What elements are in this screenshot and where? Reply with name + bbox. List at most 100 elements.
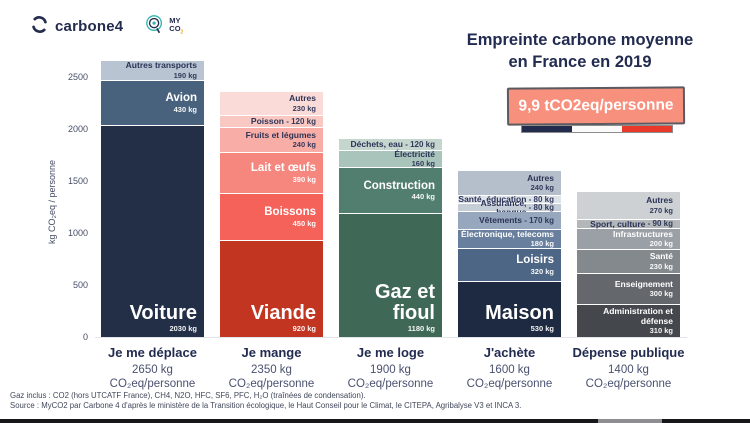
category-total: 1400 kg CO₂eq/personne [585, 364, 672, 391]
bar-segment: Boissons 450 kg [220, 194, 323, 241]
segment-value: 1180 kg [407, 324, 435, 333]
segment-value: - 80 kg [526, 194, 554, 204]
segment-value: 530 kg [530, 324, 554, 333]
y-tick-label: 500 [72, 279, 88, 290]
category-total: 1600 kg CO₂eq/personne [466, 364, 553, 391]
segment-name: Électricité [394, 148, 435, 159]
segment-name: Fruits et légumes [245, 129, 316, 140]
segment-value: - 120 kg [283, 116, 316, 126]
category-label: Dépense publique [572, 345, 685, 360]
segment-name: Autres [289, 93, 316, 104]
bar-segment: Vêtements - 170 kg [458, 212, 561, 230]
category-total: 2350 kg CO₂eq/personne [228, 364, 315, 391]
bar-segment: Enseignement 300 kg [577, 274, 680, 305]
bar-segment: Santé, éducation - 80 kg [458, 194, 561, 204]
bar-segment: Électronique, telecoms 180 kg [458, 229, 561, 249]
bar-segment: Construction 440 kg [339, 168, 442, 214]
video-progress-bar[interactable] [0, 419, 750, 423]
footnote-gases: Gaz inclus : CO2 (hors UTCATF France), C… [10, 391, 366, 400]
segment-name: Loisirs [516, 254, 554, 267]
bar-segment: Lait et œufs 390 kg [220, 153, 323, 194]
category-total: 2650 kg CO₂eq/personne [109, 364, 196, 391]
segment-name: Déchets, eau [350, 139, 403, 150]
bar-segment: Déchets, eau - 120 kg [339, 139, 442, 151]
segment-value: 270 kg [649, 205, 673, 215]
category-label: Je me loge [356, 345, 425, 360]
video-progress-segment[interactable] [598, 419, 662, 423]
segment-value: 230 kg [292, 103, 316, 113]
bar-segment: Assurance, banque - 80 kg [458, 199, 561, 216]
segment-value: 430 kg [173, 104, 197, 114]
carbone4-logo: carbone4 [30, 15, 123, 39]
bar-segment: Autres 240 kg [458, 171, 561, 196]
circular-arrows-icon [30, 15, 49, 39]
stacked-bar: Déchets, eau - 120 kg Électricité 160 kg Co… [339, 139, 442, 337]
segment-name: Viande [250, 302, 316, 324]
segment-value: 190 kg [173, 70, 197, 80]
segment-value: - 80 kg [526, 202, 554, 212]
chart-title: Empreinte carbone moyenne en France en 2… [430, 29, 730, 73]
segment-name: Assurance, banque [480, 198, 527, 216]
y-tick-label: 0 [82, 331, 88, 342]
y-tick-label: 1000 [67, 227, 88, 238]
segment-value: - 120 kg [402, 139, 435, 149]
bar-segment: Administration et défense 310 kg [577, 305, 680, 337]
segment-name: Voiture [129, 302, 197, 324]
bar-segment: Fruits et légumes 240 kg [220, 128, 323, 153]
segment-name: Poisson [250, 116, 284, 127]
segment-value: 920 kg [292, 324, 316, 333]
segment-value: - 170 kg [521, 215, 554, 225]
segment-value: 240 kg [530, 183, 554, 193]
y-axis-label: kg CO₂eq / personne [47, 159, 57, 245]
myco2-logo: MY CO2 [145, 14, 183, 39]
bar-segment: Poisson - 120 kg [220, 116, 323, 128]
category-label: Je me déplace [108, 345, 197, 360]
y-tick-label: 2500 [67, 71, 88, 82]
flag-red [622, 126, 672, 132]
segment-name: Enseignement [614, 278, 673, 289]
segment-name: Autres [646, 195, 673, 206]
bar-segment: Électricité 160 kg [339, 148, 442, 168]
segment-name: Gaz et fioul [374, 281, 435, 324]
segment-name: Lait et œufs [250, 162, 316, 175]
bar-segment: Voiture 2030 kg [101, 126, 204, 337]
segment-name: Infrastructures [613, 228, 673, 239]
bar-segment: Autres 270 kg [577, 192, 680, 220]
bar-segment: Avion 430 kg [101, 81, 204, 126]
category-total: 1900 kg CO₂eq/personne [347, 364, 434, 391]
segment-value: 2030 kg [169, 324, 197, 333]
stacked-bar: Autres 270 kg Sport, culture - 90 kg Infras… [577, 192, 680, 337]
segment-name: Boissons [264, 206, 316, 219]
segment-value: 390 kg [292, 174, 316, 184]
footnote-source: Source : MyCO2 par Carbone 4 d'après le … [10, 401, 522, 410]
y-tick-label: 2000 [67, 123, 88, 134]
france-flag [521, 125, 673, 133]
segment-name: Santé [649, 251, 673, 262]
chart-baseline [95, 337, 687, 338]
segment-value: 230 kg [649, 261, 673, 271]
bar-segment: Infrastructures 200 kg [577, 229, 680, 250]
segment-value: 310 kg [649, 325, 673, 335]
bar-segment: Sport, culture - 90 kg [577, 220, 680, 229]
segment-value: 440 kg [411, 192, 435, 202]
segment-name: Maison [485, 302, 554, 324]
segment-value: 450 kg [292, 218, 316, 228]
bar-segment: Autres transports 190 kg [101, 61, 204, 81]
bar-segment: Loisirs 320 kg [458, 249, 561, 282]
bar-segment: Santé 230 kg [577, 250, 680, 274]
stacked-bar: Autres 230 kg Poisson - 120 kg Fruits et lé… [220, 92, 323, 337]
brand-logos: carbone4 MY CO2 [30, 14, 183, 39]
flag-white [572, 126, 622, 132]
myco2-wordmark: MY CO2 [169, 16, 184, 36]
bar-segment: Autres 230 kg [220, 92, 323, 116]
bar-segment: Maison 530 kg [458, 282, 561, 337]
segment-value: 300 kg [649, 289, 673, 299]
total-badge: 9,9 tCO2eq/personne [506, 86, 686, 126]
segment-name: Sport, culture [590, 218, 646, 229]
segment-value: 200 kg [649, 239, 673, 249]
segment-name: Administration et défense [603, 306, 673, 326]
bar-segment: Gaz et fioul 1180 kg [339, 214, 442, 337]
chart-title-line2: en France en 2019 [508, 53, 652, 72]
bar-segment: Viande 920 kg [220, 241, 323, 337]
